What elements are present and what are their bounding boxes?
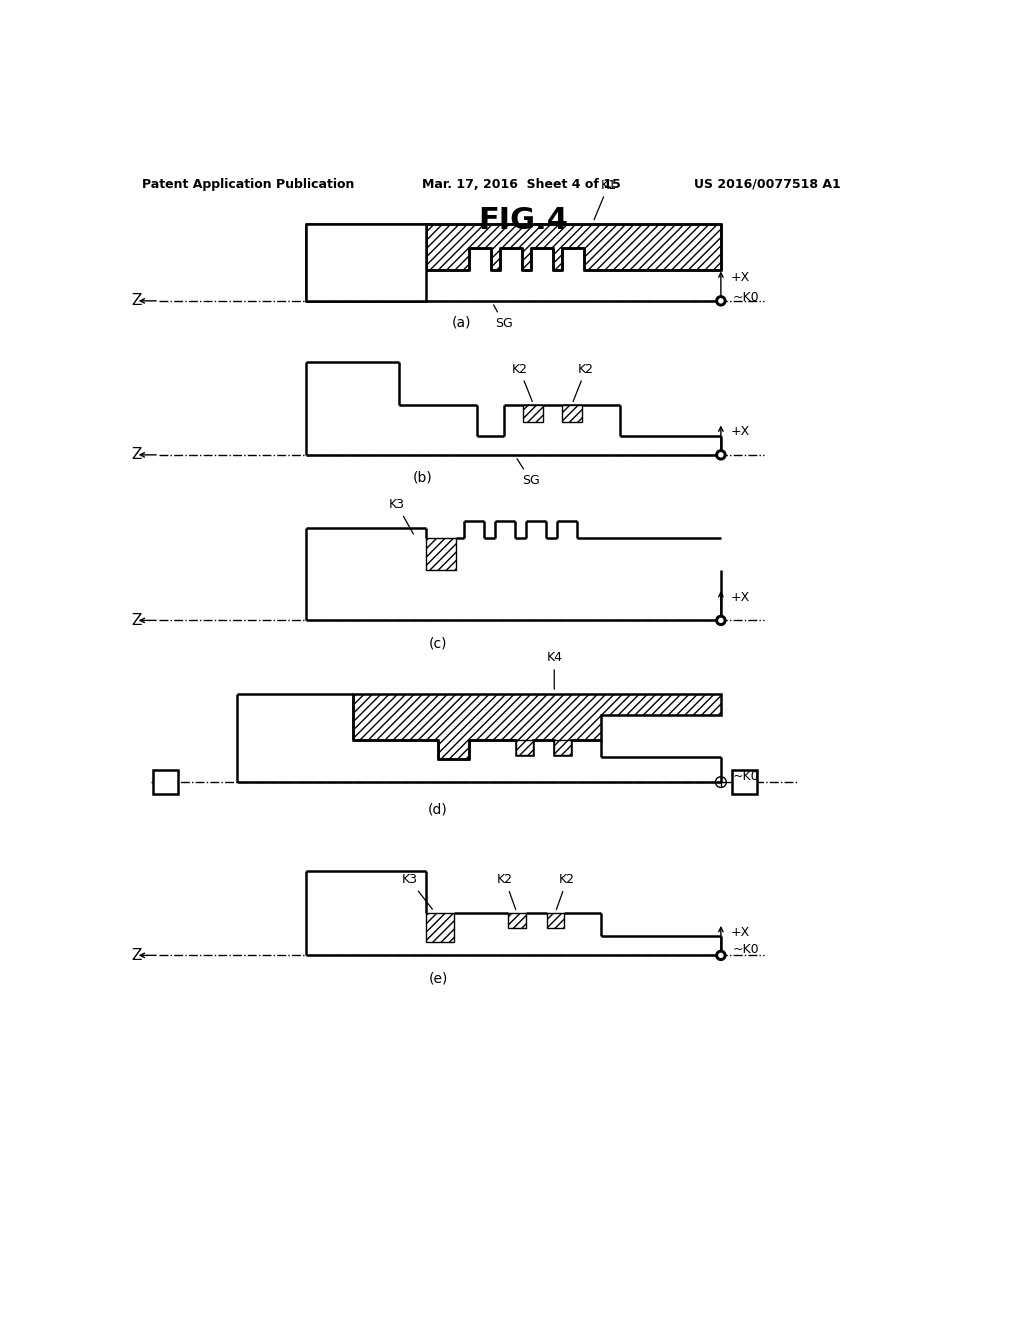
Bar xyxy=(554,739,571,755)
Bar xyxy=(426,913,455,942)
Circle shape xyxy=(716,296,726,306)
Text: K1: K1 xyxy=(594,178,616,219)
Circle shape xyxy=(716,950,726,961)
Text: (c): (c) xyxy=(429,636,447,651)
Text: SG: SG xyxy=(517,459,540,487)
Circle shape xyxy=(716,615,726,626)
Circle shape xyxy=(716,450,726,459)
Text: (d): (d) xyxy=(428,803,447,816)
Text: ~K0: ~K0 xyxy=(732,292,759,305)
Bar xyxy=(306,224,426,301)
Bar xyxy=(732,770,757,795)
Text: Patent Application Publication: Patent Application Publication xyxy=(142,178,354,190)
Text: ~K0: ~K0 xyxy=(732,944,759,957)
Circle shape xyxy=(719,298,723,302)
Bar xyxy=(515,739,532,755)
Text: Z: Z xyxy=(132,612,142,628)
Text: +X: +X xyxy=(730,425,750,438)
Bar xyxy=(508,913,525,928)
Bar xyxy=(547,913,564,928)
Text: ~K0: ~K0 xyxy=(732,770,759,783)
Bar xyxy=(523,405,544,422)
Text: +X: +X xyxy=(730,591,750,603)
Text: K3: K3 xyxy=(401,873,432,909)
Text: Z: Z xyxy=(132,948,142,962)
Text: K2: K2 xyxy=(511,363,532,401)
Text: K3: K3 xyxy=(389,498,414,535)
Text: FIG.4: FIG.4 xyxy=(478,206,568,235)
Text: (b): (b) xyxy=(413,471,432,484)
Text: K2: K2 xyxy=(556,873,575,909)
Bar xyxy=(562,405,583,422)
Text: Z: Z xyxy=(132,447,142,462)
Text: Z: Z xyxy=(132,293,142,309)
Circle shape xyxy=(719,618,723,623)
Text: K4: K4 xyxy=(546,651,562,689)
Text: K2: K2 xyxy=(573,363,594,401)
Bar xyxy=(426,539,456,570)
Text: (e): (e) xyxy=(428,972,447,986)
Text: (a): (a) xyxy=(452,315,471,330)
Text: +X: +X xyxy=(730,925,750,939)
Circle shape xyxy=(719,453,723,457)
Text: US 2016/0077518 A1: US 2016/0077518 A1 xyxy=(693,178,841,190)
Text: Mar. 17, 2016  Sheet 4 of 15: Mar. 17, 2016 Sheet 4 of 15 xyxy=(423,178,622,190)
Text: SG: SG xyxy=(494,305,513,330)
Text: +X: +X xyxy=(730,271,750,284)
Circle shape xyxy=(719,953,723,957)
Bar xyxy=(153,770,177,795)
Text: K2: K2 xyxy=(497,873,516,909)
